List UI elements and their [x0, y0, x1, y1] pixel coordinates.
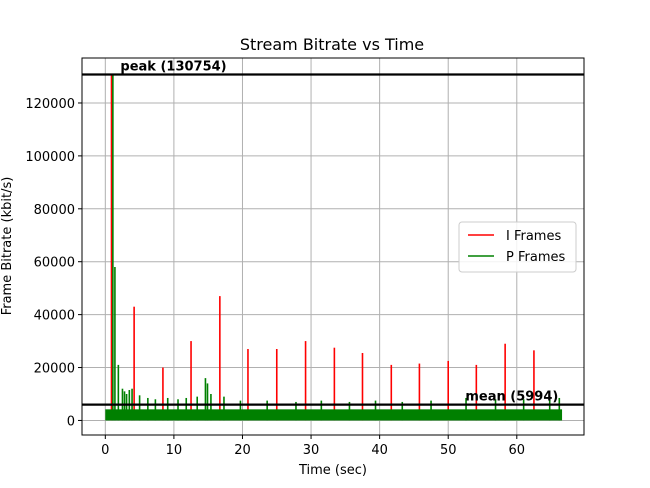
x-tick-label: 0	[101, 443, 109, 458]
y-tick-label: 20000	[34, 362, 75, 377]
p-frames-baseline-band	[105, 409, 563, 421]
y-tick-label: 0	[67, 414, 75, 429]
x-tick-label: 50	[440, 443, 457, 458]
x-tick-label: 30	[303, 443, 320, 458]
peak-label: peak (130754)	[120, 60, 226, 75]
reference-lines: peak (130754) mean (5994)	[82, 60, 584, 406]
y-tick-label: 100000	[25, 150, 75, 165]
axis-ticks: 0 10 20 30 40 50 60 0 20000 40000 60000 80000 100000…	[25, 97, 525, 458]
y-tick-label: 80000	[34, 203, 75, 218]
chart-title: Stream Bitrate vs Time	[240, 35, 424, 54]
x-axis-label: Time (sec)	[298, 463, 367, 478]
y-tick-label: 40000	[34, 309, 75, 324]
legend-i-frames-label: I Frames	[506, 229, 561, 244]
mean-label: mean (5994)	[465, 390, 558, 405]
legend: I Frames P Frames	[458, 221, 577, 273]
axes-frame	[81, 57, 585, 436]
x-tick-label: 20	[234, 443, 251, 458]
x-tick-label: 60	[509, 443, 526, 458]
y-axis-label: Frame Bitrate (kbit/s)	[0, 177, 15, 316]
y-tick-label: 120000	[25, 97, 75, 112]
x-tick-label: 40	[371, 443, 388, 458]
x-tick-label: 10	[166, 443, 183, 458]
y-tick-label: 60000	[34, 256, 75, 271]
legend-p-frames-label: P Frames	[506, 250, 565, 265]
